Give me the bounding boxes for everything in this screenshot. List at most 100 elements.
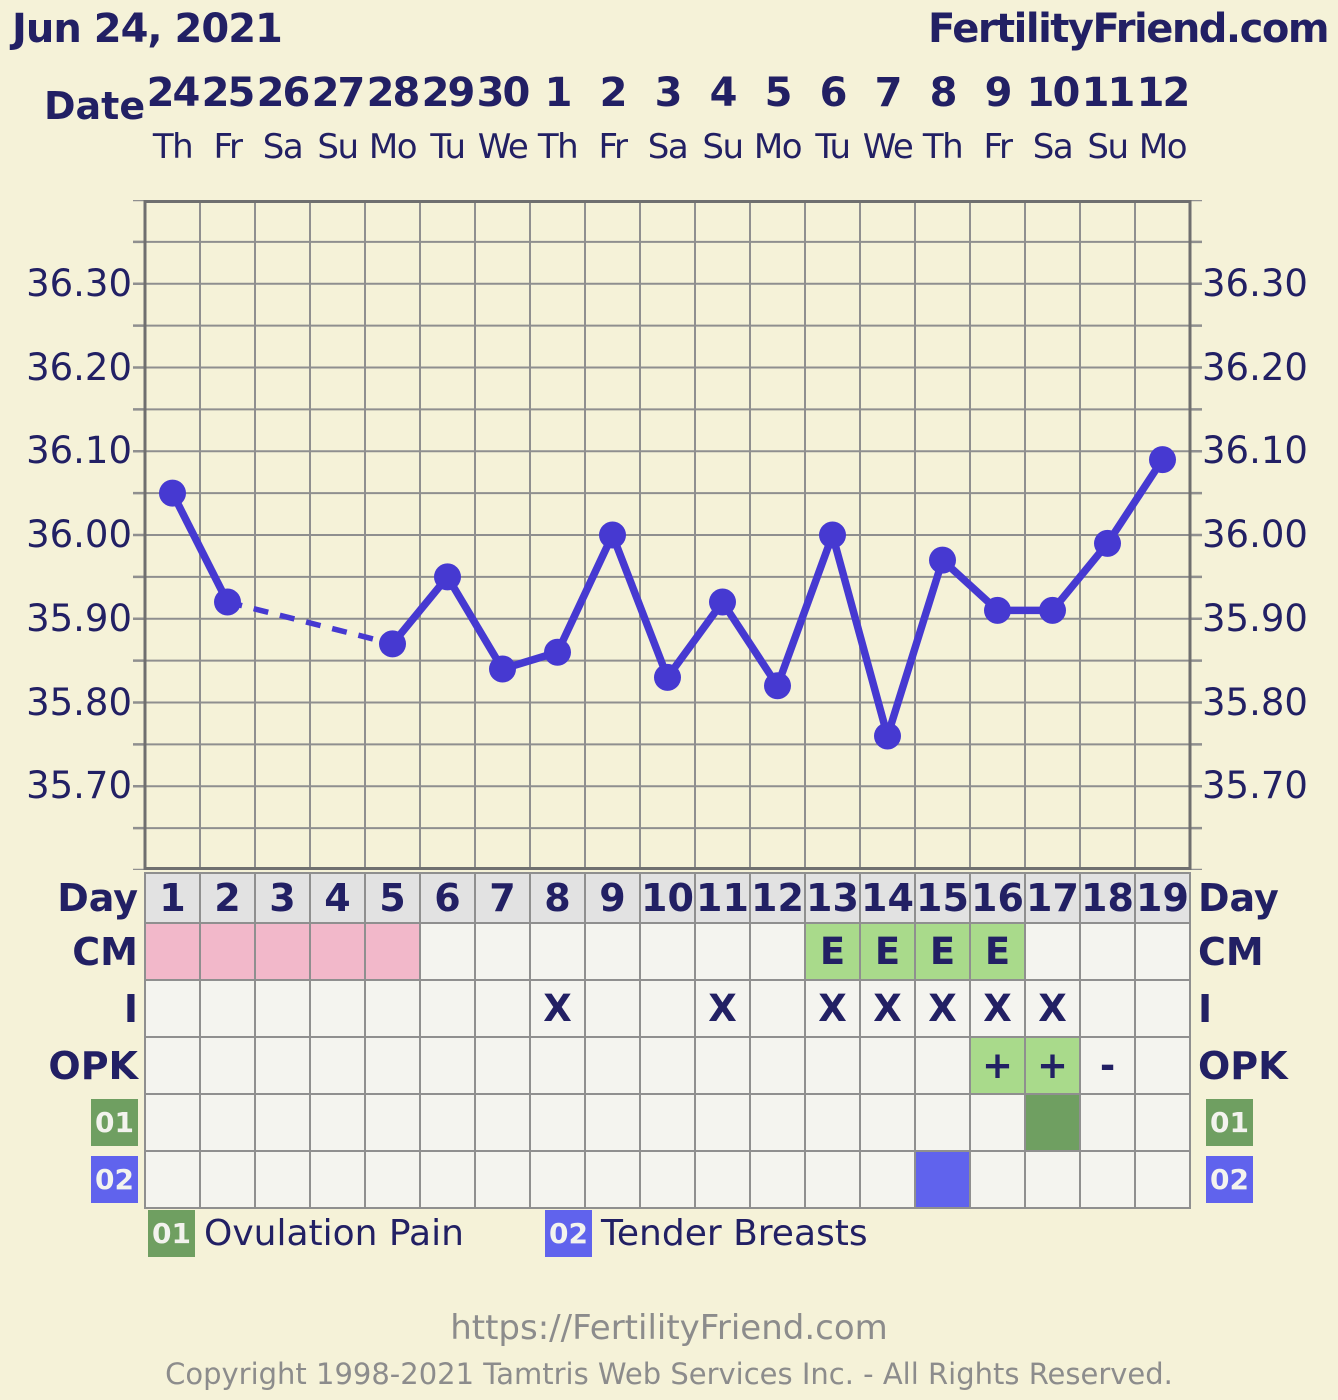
01-cell-day-18 [1081,1095,1134,1150]
weekday-6: Tu [420,124,475,170]
02-cell-day-6 [421,1152,474,1207]
row-label-opk-right: OPK [1198,1040,1338,1092]
weekday-7: We [475,124,530,170]
cm-cell-day-12 [751,924,804,979]
i-cell-day-10 [641,981,694,1036]
01-cell-day-9 [586,1095,639,1150]
i-cell-day-7 [476,981,529,1036]
temp-point-day-8 [544,639,571,666]
row-chip-01-right: 01 [1206,1099,1253,1146]
opk-cell-day-12 [751,1038,804,1093]
temp-point-day-18 [1094,530,1121,557]
day-header-15: 15 [916,874,969,922]
cm-cell-day-10 [641,924,694,979]
footer-url-link[interactable]: https://FertilityFriend.com [0,1308,1338,1348]
temp-point-day-14 [874,723,901,750]
weekday-18: Su [1080,124,1135,170]
temp-point-day-6 [434,563,461,590]
cm-cell-day-9 [586,924,639,979]
date-16: 9 [970,66,1025,120]
y-label-yr-36.00: 36.00 [1202,510,1334,560]
day-header-4: 4 [311,874,364,922]
y-label-yl-36.10: 36.10 [20,426,132,476]
i-cell-day-1 [146,981,199,1036]
opk-cell-day-18: - [1081,1038,1134,1093]
weekday-12: Mo [750,124,805,170]
02-cell-day-3 [256,1152,309,1207]
01-cell-day-19 [1136,1095,1189,1150]
y-label-yl-35.90: 35.90 [20,594,132,644]
cm-cell-day-7 [476,924,529,979]
temp-point-day-12 [764,672,791,699]
row-label-day-left: Day [0,872,138,924]
01-cell-day-15 [916,1095,969,1150]
cm-cell-day-1 [146,924,199,979]
01-cell-day-1 [146,1095,199,1150]
weekday-19: Mo [1135,124,1190,170]
i-cell-day-8: X [531,981,584,1036]
cm-cell-day-14: E [861,924,914,979]
day-header-16: 16 [971,874,1024,922]
y-label-yr-35.80: 35.80 [1202,678,1334,728]
i-cell-day-11: X [696,981,749,1036]
cm-cell-day-5 [366,924,419,979]
opk-cell-day-16: + [971,1038,1024,1093]
temp-point-day-10 [654,664,681,691]
date-5: 28 [365,66,420,120]
weekday-11: Su [695,124,750,170]
02-cell-day-4 [311,1152,364,1207]
footer-copyright: Copyright 1998-2021 Tamtris Web Services… [0,1357,1338,1391]
date-8: 1 [530,66,585,120]
y-label-yl-35.80: 35.80 [20,678,132,728]
legend-chip-01: 01 [148,1210,195,1257]
01-cell-day-3 [256,1095,309,1150]
cm-cell-day-15: E [916,924,969,979]
01-cell-day-7 [476,1095,529,1150]
day-header-11: 11 [696,874,749,922]
row-label-i-right: I [1198,983,1338,1035]
cm-cell-day-18 [1081,924,1134,979]
i-cell-day-9 [586,981,639,1036]
weekday-5: Mo [365,124,420,170]
day-header-7: 7 [476,874,529,922]
legend-chip-02: 02 [545,1210,592,1257]
i-cell-day-18 [1081,981,1134,1036]
date-3: 26 [255,66,310,120]
opk-cell-day-13 [806,1038,859,1093]
temp-point-day-11 [709,589,736,616]
cm-cell-day-11 [696,924,749,979]
row-chip-01-left: 01 [91,1099,138,1146]
opk-cell-day-9 [586,1038,639,1093]
row-label-i-left: I [0,983,138,1035]
01-cell-day-17 [1026,1095,1079,1150]
day-header-1: 1 [146,874,199,922]
date-15: 8 [915,66,970,120]
02-cell-day-18 [1081,1152,1134,1207]
opk-cell-day-19 [1136,1038,1189,1093]
day-header-18: 18 [1081,874,1134,922]
symbol-table: 12345678910111213141516171819EEEEXXXXXXX… [144,872,1191,1209]
date-1: 24 [145,66,200,120]
legend-label-tender-breasts: Tender Breasts [601,1208,868,1260]
opk-cell-day-6 [421,1038,474,1093]
bbt-line-chart [133,200,1202,870]
day-header-3: 3 [256,874,309,922]
brand-link[interactable]: FertilityFriend.com [928,6,1328,52]
day-header-6: 6 [421,874,474,922]
fertility-chart-page: Jun 24, 2021 FertilityFriend.com Date 24… [0,0,1338,1400]
date-6: 29 [420,66,475,120]
cm-cell-day-8 [531,924,584,979]
temp-point-day-5 [379,630,406,657]
cm-cell-day-4 [311,924,364,979]
row-label-day-right: Day [1198,872,1338,924]
01-cell-day-14 [861,1095,914,1150]
y-label-yr-36.20: 36.20 [1202,343,1334,393]
temp-point-day-19 [1149,446,1176,473]
weekday-row: ThFrSaSuMoTuWeThFrSaSuMoTuWeThFrSaSuMo [145,124,1190,170]
weekday-3: Sa [255,124,310,170]
date-13: 6 [805,66,860,120]
row-chip-02-right: 02 [1206,1156,1253,1203]
temp-point-day-7 [489,656,516,683]
temp-point-day-16 [984,597,1011,624]
weekday-9: Fr [585,124,640,170]
